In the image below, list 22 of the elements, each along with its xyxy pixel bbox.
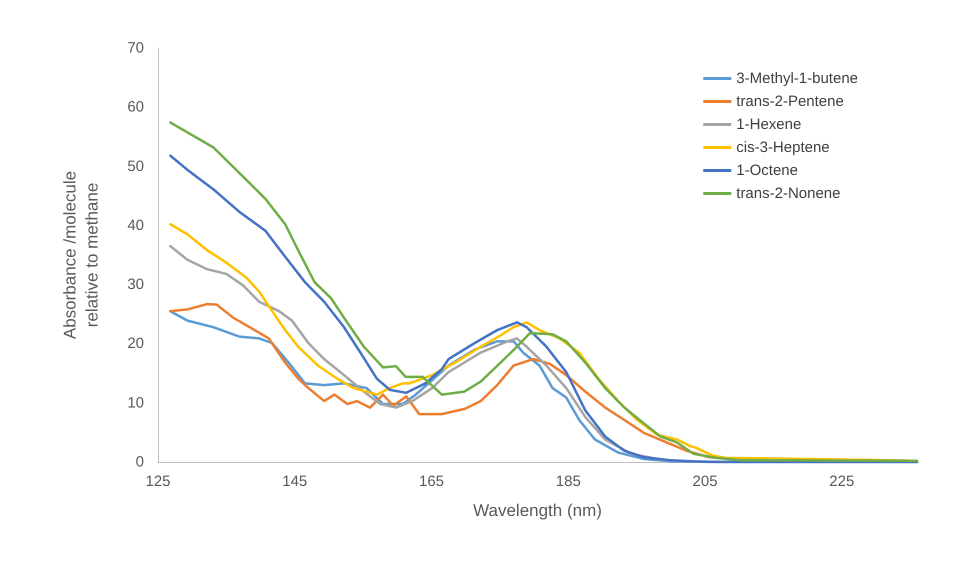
x-tick-label: 145	[282, 473, 308, 490]
y-axis-title: Absorbance /molecule relative to methane	[60, 170, 102, 340]
x-tick-label: 225	[829, 473, 854, 490]
legend-label: 3-Methyl-1-butene	[736, 70, 858, 87]
x-tick-label: 165	[419, 473, 444, 490]
y-tick-label: 40	[127, 216, 144, 234]
legend-label: trans-2-Pentene	[736, 93, 844, 110]
y-tick-label: 30	[127, 276, 144, 294]
y-tick-label: 10	[127, 394, 144, 412]
y-tick-label: 70	[127, 40, 144, 56]
legend-label: 1-Octene	[736, 162, 798, 179]
x-tick-label: 185	[556, 473, 581, 490]
x-tick-label: 125	[145, 473, 171, 490]
y-tick-label: 50	[127, 158, 144, 175]
x-axis-title: Wavelength (nm)	[473, 501, 602, 520]
legend-label: 1-Hexene	[736, 116, 802, 133]
y-tick-label: 60	[127, 98, 144, 116]
x-tick-label: 205	[692, 473, 718, 490]
legend-label: trans-2-Nonene	[736, 185, 841, 202]
legend-label: cis-3-Heptene	[736, 139, 830, 156]
y-tick-label: 0	[136, 454, 144, 470]
y-tick-label: 20	[127, 335, 144, 352]
